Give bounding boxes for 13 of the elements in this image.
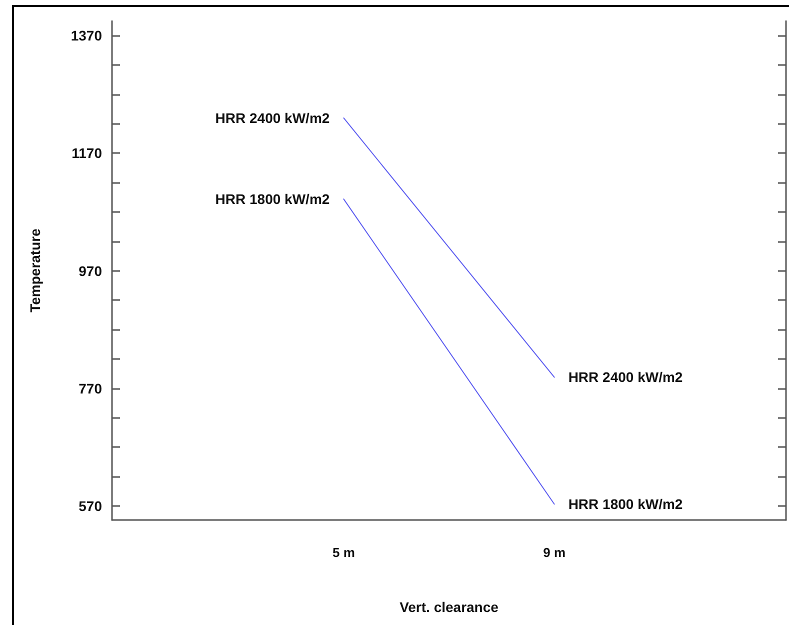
y-tick-label: 770: [78, 380, 102, 396]
series-label: HRR 1800 kW/m2: [215, 191, 330, 208]
y-tick-label: 1170: [72, 145, 102, 162]
y-tick-label: 1370: [70, 28, 102, 44]
x-tick-label: 5 m: [332, 545, 355, 560]
series-label: HRR 2400 kW/m2: [215, 110, 330, 126]
x-axis-title: Vert. clearance: [400, 599, 499, 615]
text: HRR 2400 kW/m2: [568, 369, 683, 386]
x-tick-label: 9 m: [543, 545, 566, 560]
y-axis-title: Temperature: [27, 228, 43, 312]
y-tick-label: 570: [78, 498, 102, 514]
text: HRR 1800 kW/m2: [568, 496, 683, 512]
y-tick-label: 970: [78, 262, 102, 279]
